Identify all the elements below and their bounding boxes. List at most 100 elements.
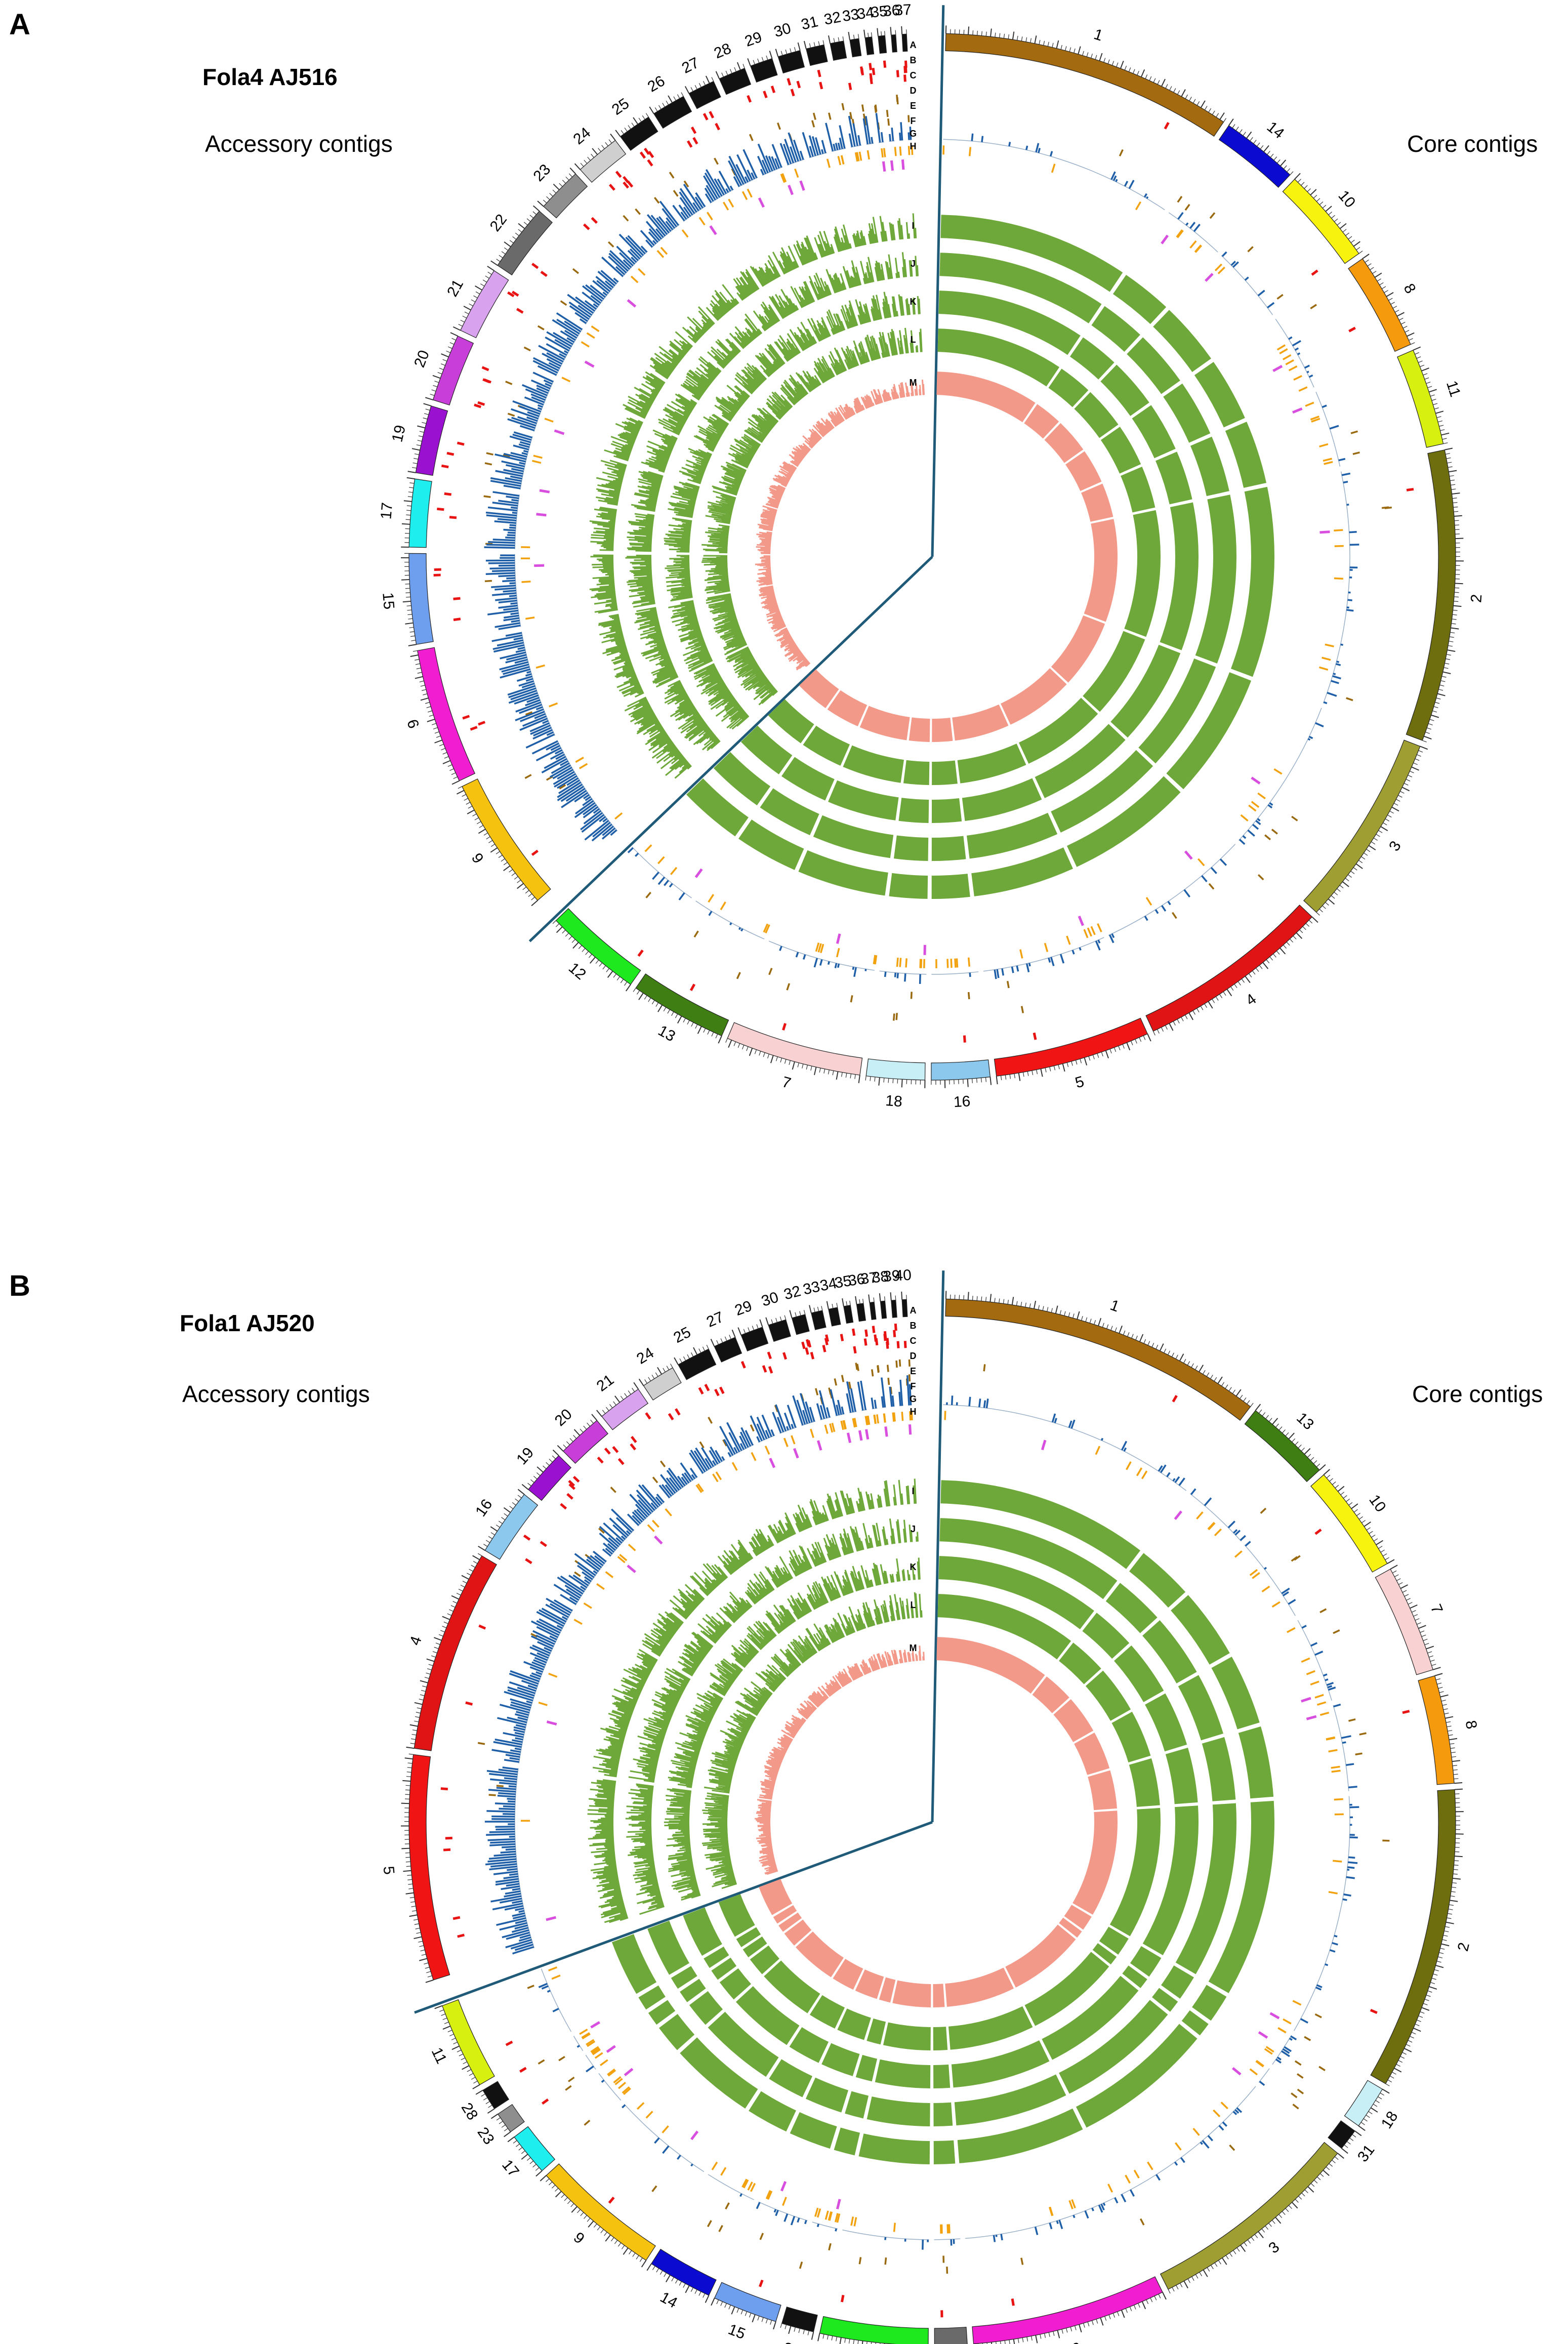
- te-mark: [781, 173, 787, 183]
- identity-spike: [762, 407, 779, 423]
- scale-tick: [463, 305, 471, 311]
- identity-spike: [845, 348, 855, 368]
- identity-spike: [635, 710, 654, 721]
- density-bar: [714, 178, 725, 195]
- identity-spike: [714, 355, 726, 367]
- scale-tick: [1380, 1549, 1385, 1553]
- identity-spike: [723, 479, 740, 486]
- gene-mark: [1333, 1629, 1340, 1634]
- identity-spike: [738, 654, 753, 664]
- identity-spike: [622, 665, 633, 671]
- identity-spike: [692, 716, 703, 724]
- scale-tick: [532, 211, 537, 215]
- contig-12: 12: [552, 669, 839, 992]
- density-bar: [569, 305, 590, 320]
- identity-spike: [708, 684, 726, 697]
- contig-ideogram: [901, 33, 908, 52]
- identity-spike: [902, 267, 905, 278]
- scale-tick: [1451, 1891, 1456, 1893]
- identity-spike: [630, 686, 642, 693]
- identity-spike: [637, 485, 659, 492]
- scale-tick: [1410, 770, 1414, 773]
- density-bar: [565, 788, 586, 802]
- scale-tick: [1386, 292, 1394, 297]
- density-bar: [1346, 1763, 1354, 1766]
- identity-spike: [681, 625, 700, 632]
- scale-tick: [1062, 1063, 1065, 1072]
- identity-spike: [602, 564, 614, 567]
- identity-spike: [619, 649, 628, 653]
- scale-tick: [1353, 241, 1360, 247]
- identity-spike: [672, 591, 692, 596]
- identity-spike: [795, 347, 800, 354]
- identity-spike: [707, 594, 731, 600]
- identity-spike: [833, 236, 840, 253]
- te-mark: [1283, 354, 1292, 360]
- scale-tick: [1413, 1614, 1418, 1617]
- density-bar: [1341, 1735, 1351, 1739]
- contig-26: 26: [645, 72, 856, 420]
- identity-spike: [649, 489, 659, 494]
- identity-spike: [609, 605, 617, 608]
- density-baseline: [533, 380, 554, 432]
- scale-tick: [1392, 306, 1397, 309]
- identity-spike: [859, 306, 866, 324]
- pink-mark: [1184, 850, 1193, 860]
- identity-spike: [681, 520, 692, 524]
- identity-spike: [702, 678, 723, 691]
- density-bar: [535, 706, 543, 711]
- identity-spike: [609, 481, 622, 486]
- pink-mark: [539, 489, 550, 494]
- identity-block: [1066, 776, 1181, 867]
- contig-ideogram: [781, 2307, 818, 2332]
- identity-spike: [623, 666, 634, 672]
- scale-tick: [1364, 1521, 1371, 1527]
- te-mark: [1066, 935, 1071, 945]
- scale-tick: [1208, 1001, 1213, 1009]
- identity-spike: [648, 725, 663, 735]
- identity-spike: [882, 332, 889, 357]
- identity-block: [937, 1594, 1071, 1660]
- identity-spike: [635, 407, 648, 415]
- identity-spike: [686, 373, 708, 390]
- density-bar: [600, 270, 617, 284]
- identity-spike: [756, 682, 771, 694]
- identity-spike: [714, 613, 736, 622]
- density-bar: [557, 782, 582, 798]
- identity-spike: [731, 714, 749, 730]
- scale-tick: [1109, 1049, 1112, 1054]
- scale-tick: [1150, 2297, 1153, 2302]
- identity-spike: [664, 449, 672, 454]
- density-bar: [503, 528, 516, 531]
- identity-spike: [684, 650, 709, 662]
- density-bar: [799, 150, 804, 160]
- contig-15: 15: [379, 553, 773, 646]
- identity-spike: [827, 367, 834, 378]
- identity-spike: [860, 261, 867, 284]
- identity-spike: [739, 446, 755, 457]
- te-mark: [1298, 386, 1308, 392]
- identity-spike: [735, 285, 746, 300]
- scale-tick: [620, 979, 624, 983]
- identity-spike: [780, 405, 788, 413]
- identity-spike: [850, 407, 856, 415]
- te-mark: [1249, 1569, 1258, 1576]
- identity-spike: [758, 676, 766, 682]
- scale-tick: [1236, 2247, 1240, 2252]
- scale-tick: [1423, 1638, 1428, 1641]
- identity-spike: [678, 708, 696, 721]
- identity-spike: [754, 366, 767, 380]
- identity-spike: [728, 398, 741, 408]
- identity-spike: [800, 375, 813, 392]
- identity-spike: [716, 571, 728, 574]
- identity-spike: [755, 681, 771, 694]
- identity-spike: [716, 419, 728, 428]
- scale-tick: [1402, 325, 1408, 328]
- identity-spike: [688, 385, 703, 396]
- identity-spike: [787, 333, 801, 354]
- identity-spike: [834, 228, 842, 252]
- density-bar: [519, 717, 548, 731]
- density-bar: [775, 2209, 779, 2216]
- scale-tick: [698, 2291, 702, 2296]
- density-bar: [523, 449, 528, 453]
